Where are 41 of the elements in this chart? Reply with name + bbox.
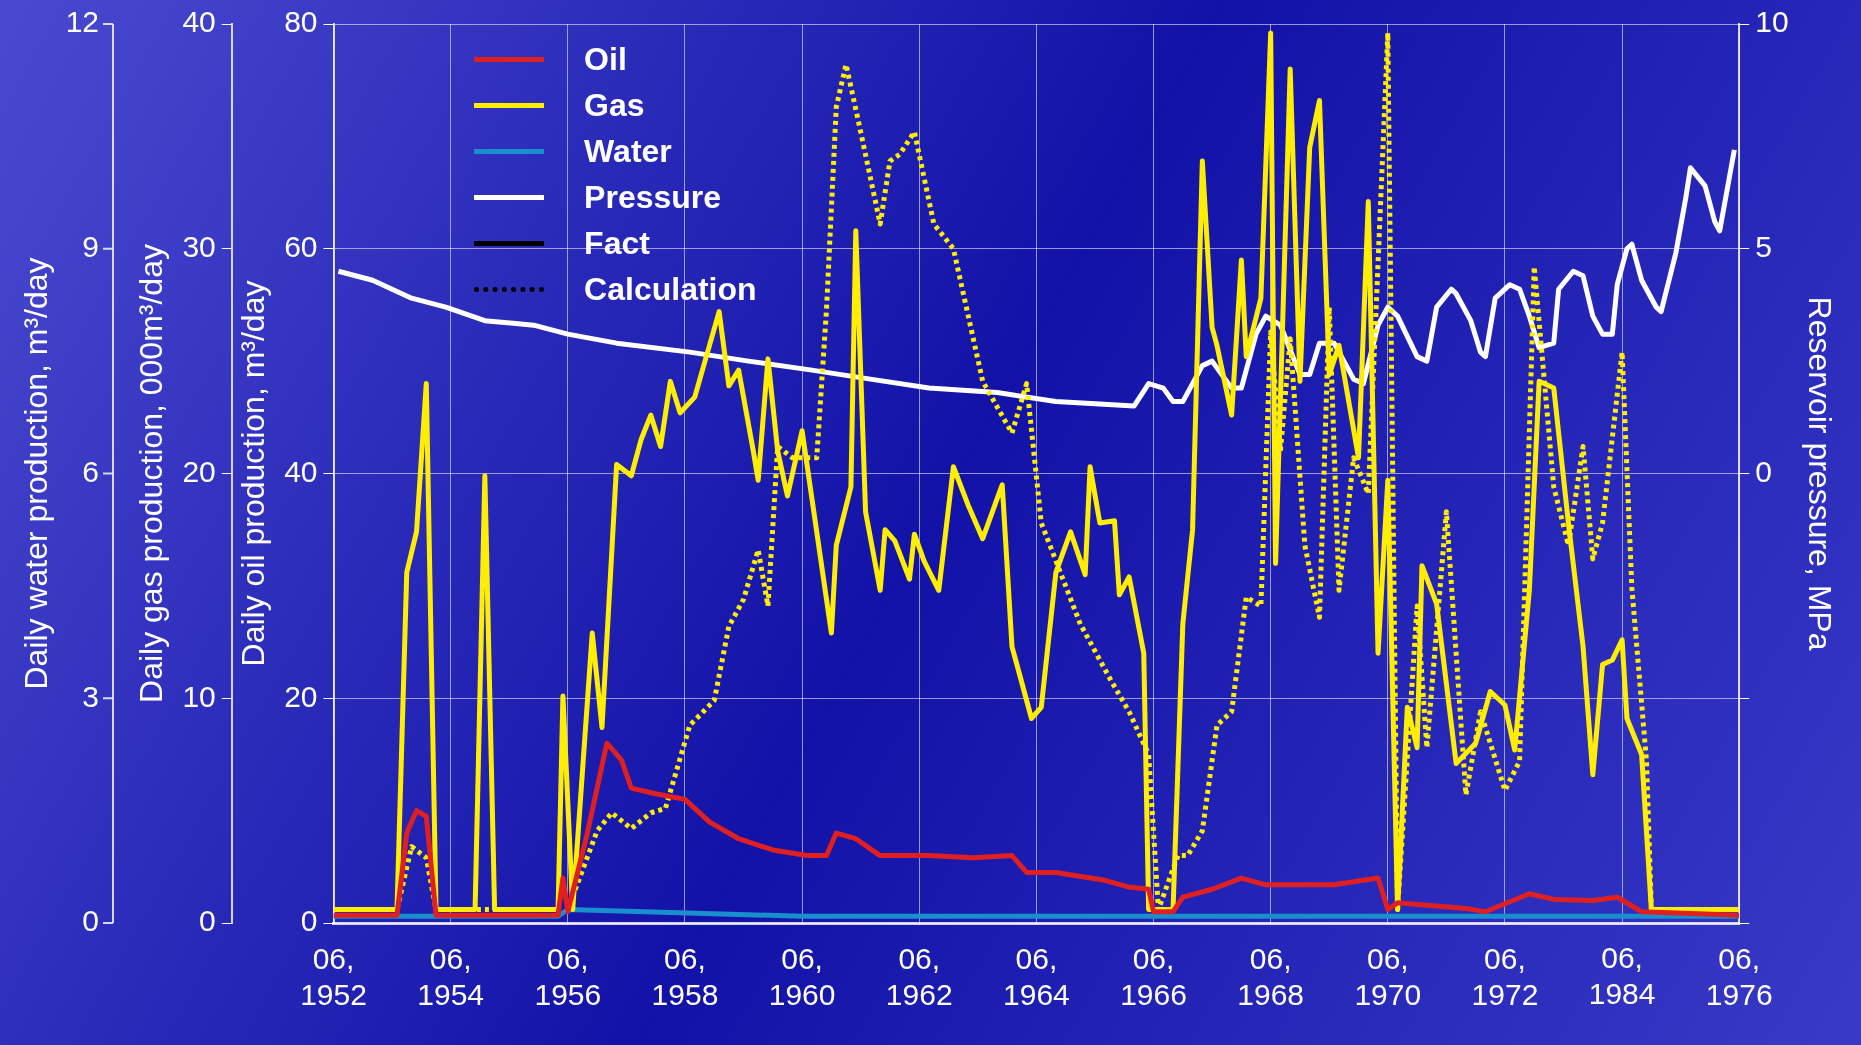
text: 0 — [82, 904, 99, 938]
x-tick-label: 06, 1972 — [1471, 942, 1539, 1012]
x-tick-label: 06, 1976 — [1705, 942, 1773, 1012]
text: 06, 1984 — [1588, 941, 1656, 1011]
x-tick-label: 06, 1970 — [1354, 942, 1422, 1012]
text: 3 — [82, 679, 99, 713]
x-tick-label: 06, 1962 — [885, 942, 953, 1012]
legend-label: Gas — [584, 86, 645, 124]
y-tick-label: 0 — [300, 904, 318, 938]
y3-tick-label: 20 — [182, 454, 216, 488]
x-tick-label: 06, 1956 — [534, 942, 602, 1012]
x-tick-label: 06, 1968 — [1237, 942, 1305, 1012]
y-axis-title: Daily oil production, m³/day — [234, 280, 271, 667]
y-tick-label: 40 — [284, 454, 318, 488]
y3-tick-label: 30 — [182, 230, 216, 264]
x-tick-label: 06, 1954 — [417, 942, 485, 1012]
text: Daily water production, m³/day — [17, 257, 54, 690]
y2-tick-label: 5 — [1755, 230, 1772, 264]
y3-tick-label: 40 — [182, 5, 216, 39]
text: 6 — [82, 454, 99, 488]
legend-label: Oil — [584, 40, 627, 78]
y-tick-label: 60 — [284, 230, 318, 264]
text: 12 — [65, 5, 99, 39]
y-tick-label: 20 — [284, 679, 318, 713]
x-tick-label: 06, 1958 — [651, 942, 719, 1012]
y-tick-label: 80 — [284, 5, 318, 39]
y3-tick-label: 0 — [199, 904, 216, 938]
y3-tick-label: 10 — [182, 679, 216, 713]
legend-label: Calculation — [584, 270, 757, 308]
legend-label: Pressure — [584, 178, 722, 216]
y2-axis-title: Reservoir pressure, MPa — [1801, 296, 1838, 651]
x-tick-label: 06, 1966 — [1120, 942, 1187, 1012]
y2-tick-label: 0 — [1755, 454, 1772, 488]
y3-axis-title: Daily gas production, 000m³/day — [133, 244, 170, 703]
legend-label: Fact — [584, 224, 650, 262]
y2-tick-label: 10 — [1755, 5, 1789, 39]
x-tick-label: 06, 1960 — [768, 942, 836, 1012]
x-tick-label: 06, 1964 — [1003, 942, 1070, 1012]
x-tick-label: 06, 1952 — [300, 942, 367, 1012]
legend-label: Water — [584, 132, 672, 170]
text: 9 — [82, 230, 99, 264]
